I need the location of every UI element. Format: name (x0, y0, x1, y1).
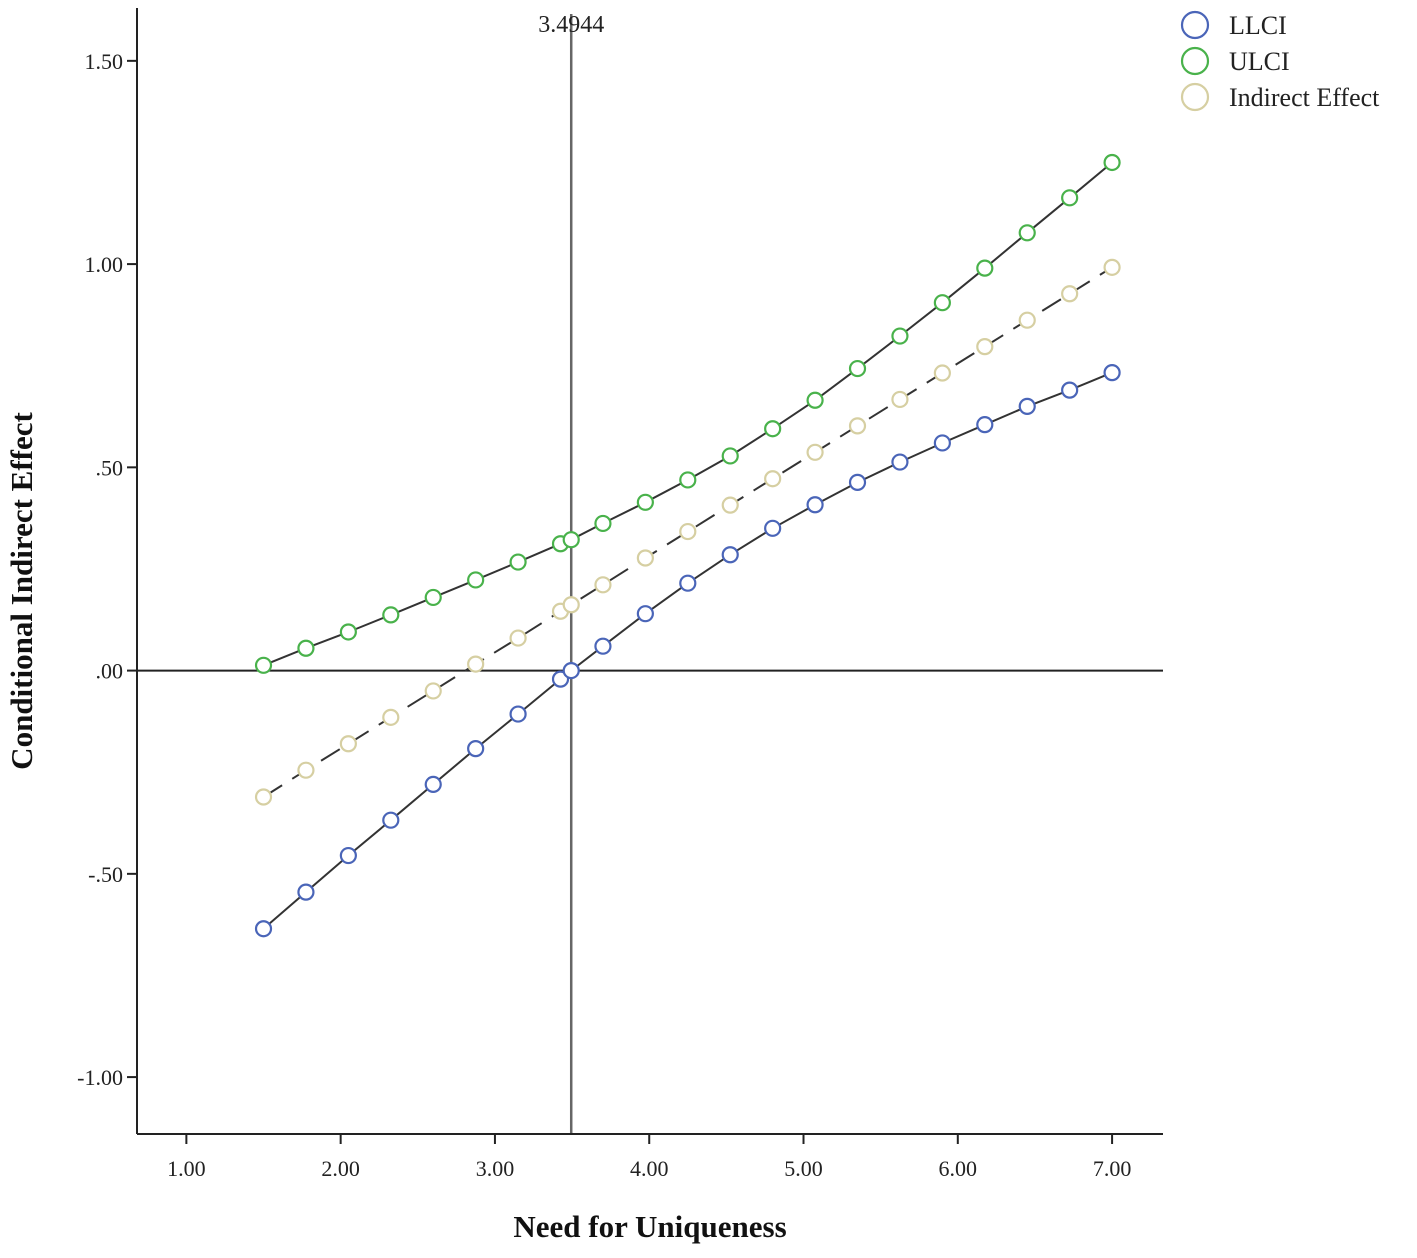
y-tick-label: -.50 (88, 862, 123, 887)
x-tick-label: 5.00 (784, 1156, 823, 1181)
ulci-point (382, 606, 400, 624)
legend-marker-llci (1180, 10, 1210, 40)
ulci-point (1103, 153, 1121, 172)
y-tick-label: .50 (96, 455, 124, 480)
reference-line-label: 3.4944 (538, 12, 604, 38)
ulci-line (263, 161, 1113, 667)
llci-point (679, 574, 697, 592)
llci-point (636, 605, 654, 623)
y-tick-label: 1.00 (85, 252, 124, 277)
ulci-point (933, 294, 951, 312)
indirect-effect-point (1018, 311, 1036, 329)
ulci-point (1061, 189, 1079, 207)
x-tick-label: 1.00 (167, 1156, 206, 1181)
ulci-point (562, 531, 580, 549)
llci-point (297, 883, 315, 901)
x-axis-title: Need for Uniqueness (513, 1209, 786, 1244)
x-tick-label: 2.00 (321, 1156, 360, 1181)
ulci-point (509, 553, 527, 571)
y-axis-title: Conditional Indirect Effect (4, 412, 39, 770)
llci-point (339, 846, 357, 865)
legend: LLCI ULCI Indirect Effect (1180, 10, 1380, 112)
ulci-point (891, 327, 909, 345)
reference-lines: 3.4944 (137, 12, 1163, 1134)
indirect-effect-point (891, 390, 909, 409)
x-tick-label: 7.00 (1093, 1156, 1132, 1181)
llci-point (764, 519, 782, 537)
x-tick-label: 6.00 (939, 1156, 978, 1181)
ulci-point (297, 639, 315, 657)
ulci-point (1018, 224, 1036, 242)
llci-point (721, 546, 739, 564)
indirect-effect-point (254, 788, 273, 806)
llci-point (254, 920, 273, 938)
legend-label-indirect-effect: Indirect Effect (1229, 83, 1380, 112)
legend-label-ulci: ULCI (1229, 47, 1290, 76)
llci-point (382, 811, 400, 829)
indirect-effect-point (636, 549, 654, 567)
llci-point (848, 473, 867, 491)
indirect-effect-point (297, 761, 315, 779)
ulci-point (636, 493, 654, 511)
llci-point (1103, 364, 1121, 382)
ulci-point (721, 447, 739, 465)
llci-point (467, 740, 485, 758)
indirect-effect-point (764, 470, 782, 488)
indirect-effect-point (562, 596, 580, 614)
series-markers (254, 153, 1121, 938)
llci-point (509, 705, 527, 723)
ulci-point (679, 471, 697, 489)
indirect-effect-point (1103, 258, 1121, 276)
indirect-effect-point (467, 655, 485, 673)
axis-labels: Need for Uniqueness Conditional Indirect … (4, 412, 787, 1244)
indirect-effect-point (679, 522, 697, 541)
ulci-point (806, 391, 824, 409)
ulci-point (339, 623, 357, 641)
ulci-point (764, 420, 782, 438)
y-tick-label: 1.50 (85, 49, 124, 74)
indirect-effect-point (1061, 285, 1079, 303)
indirect-effect-point (848, 417, 867, 435)
ulci-point (424, 588, 442, 607)
ulci-point (467, 571, 485, 589)
series-lines (262, 161, 1113, 930)
legend-label-llci: LLCI (1229, 11, 1287, 40)
y-tick-label: -1.00 (77, 1065, 123, 1090)
ulci-point (848, 359, 867, 378)
indirect-effect-point (976, 338, 994, 356)
legend-marker-ulci (1180, 46, 1210, 76)
ulci-point (594, 514, 612, 533)
llci-point (806, 496, 824, 514)
llci-point (562, 661, 580, 680)
ulci-point (976, 259, 994, 277)
indirect-effect-point (339, 735, 357, 753)
x-tick-label: 3.00 (476, 1156, 515, 1181)
indirect-effect-point (721, 496, 739, 514)
llci-point (424, 775, 442, 794)
indirect-effect-point (594, 576, 612, 594)
indirect-effect-point (382, 708, 400, 726)
indirect-effect-point (424, 682, 442, 700)
llci-line (262, 371, 1113, 930)
indirect-effect-point (806, 443, 824, 461)
indirect-effect-point (509, 629, 527, 647)
y-tick-label: .00 (96, 659, 124, 684)
llci-point (976, 416, 994, 434)
llci-point (1061, 381, 1079, 399)
legend-marker-indirect-effect (1180, 82, 1210, 112)
llci-point (891, 453, 909, 471)
ulci-point (254, 656, 273, 674)
indirect-effect-line (262, 266, 1113, 798)
llci-point (594, 637, 612, 655)
llci-point (1018, 397, 1036, 415)
indirect-effect-point (933, 364, 951, 382)
llci-point (933, 434, 951, 452)
axes: -1.00 -.50 .00 .50 1.00 1.50 1.00 2.00 3.00 4.00 5… (77, 8, 1163, 1181)
x-tick-label: 4.00 (630, 1156, 669, 1181)
